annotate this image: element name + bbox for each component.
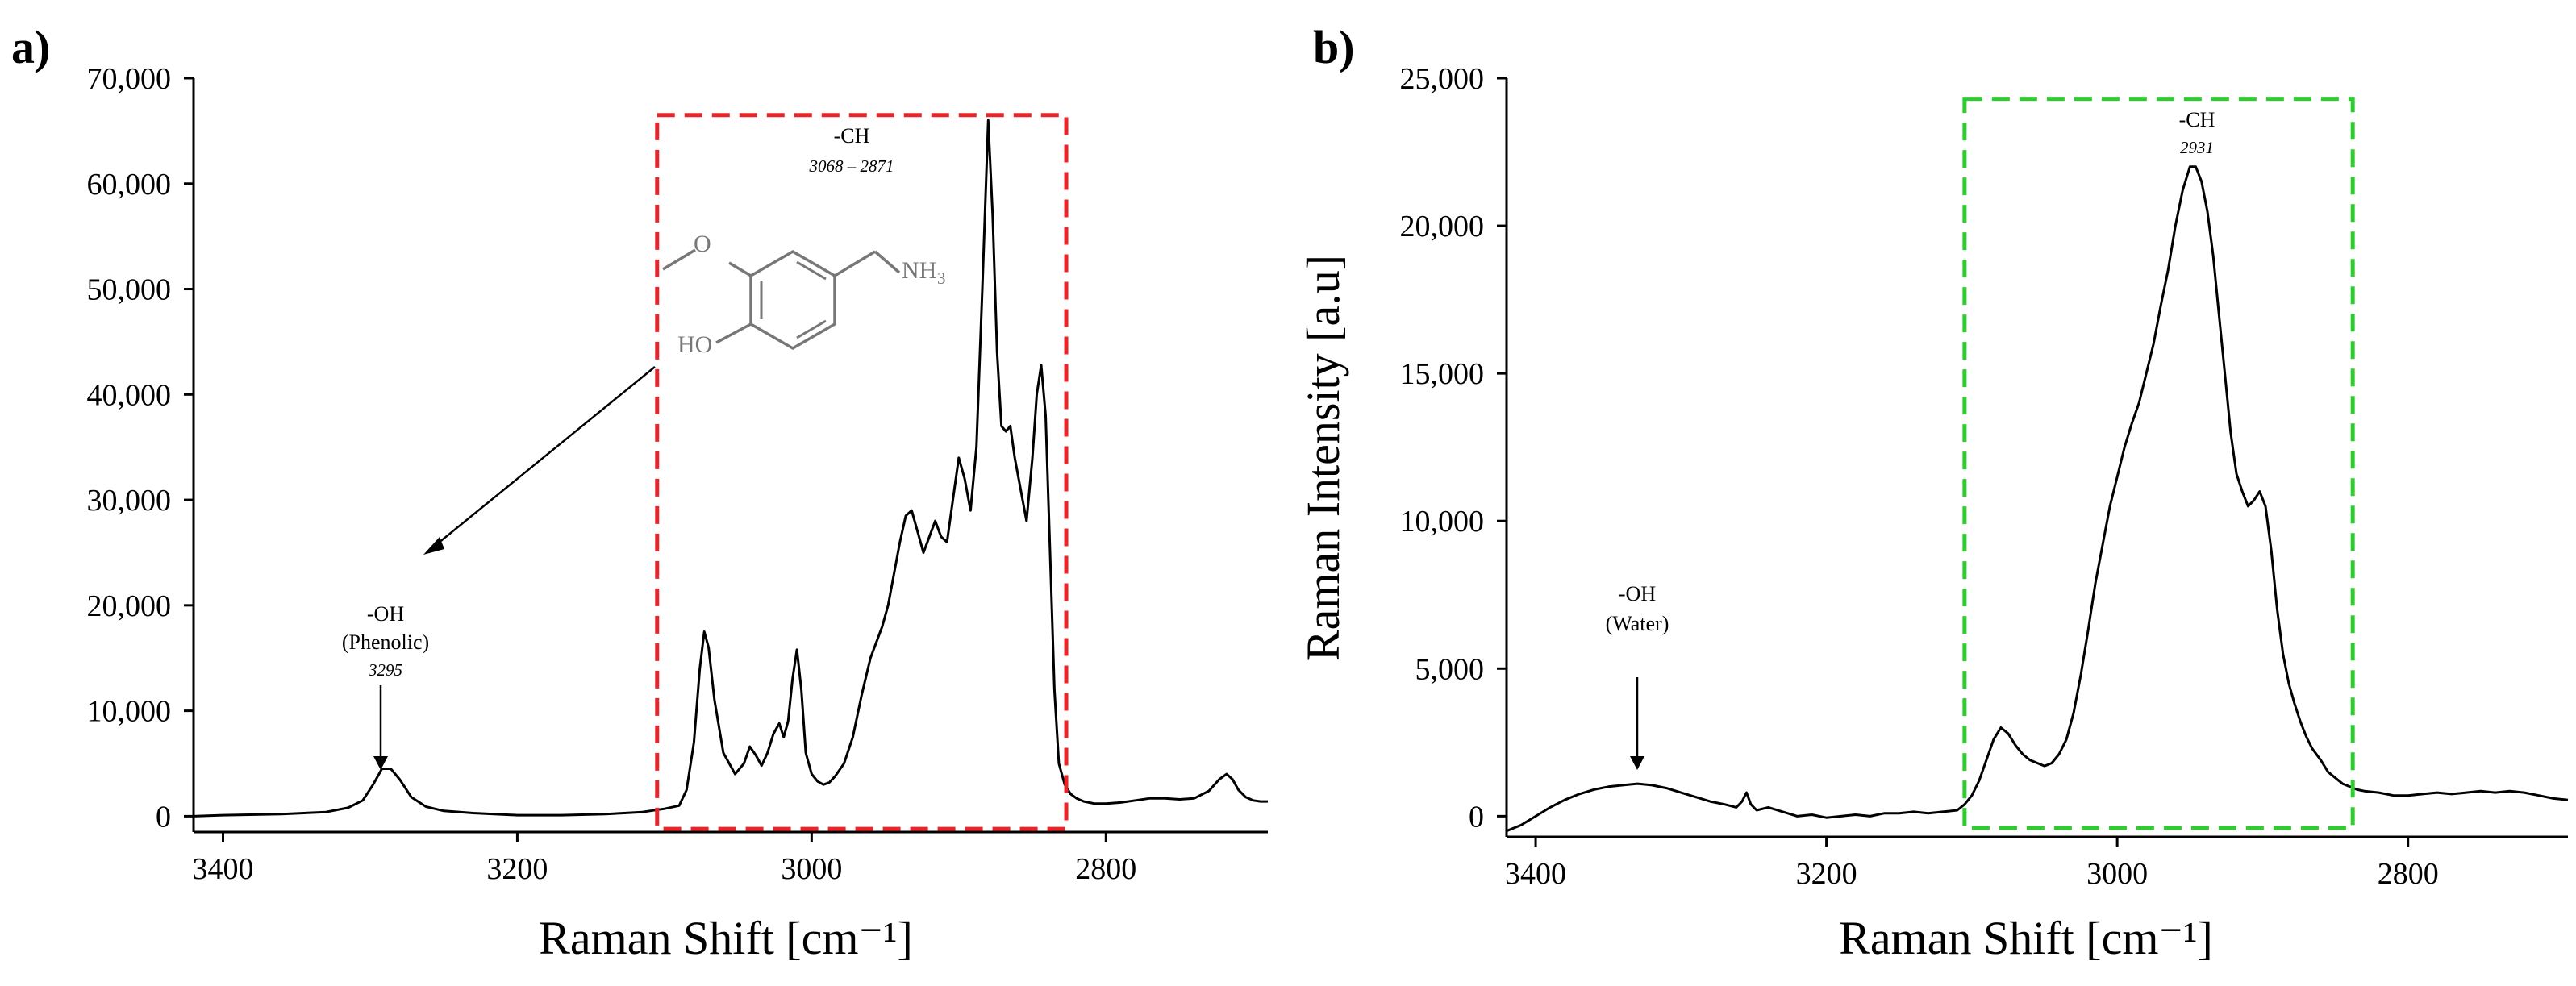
y-tick-label: 20,000 <box>1400 210 1485 243</box>
y-tick-label: 25,000 <box>1400 62 1485 96</box>
panel-a-molecule-o-label: O <box>694 231 711 257</box>
panel-a-oh-sublabel: (Phenolic) <box>342 630 429 654</box>
panel-b-series-line <box>1506 165 2569 833</box>
panel-a-y-ticks: 0 10,000 20,000 30,000 40,000 50,000 60,000 70,… <box>87 62 194 834</box>
panel-a-molecule-nh-label: NH <box>902 257 936 284</box>
panel-a-molecule-ho-label: HO <box>677 331 712 358</box>
panel-b-y-axis-title: Raman Intensity [a.u] <box>1297 255 1349 661</box>
panel-a-molecule-nh-subscript: 3 <box>937 268 946 288</box>
panel-b-x-axis-title: Raman Shift [cm⁻¹] <box>1839 912 2213 964</box>
panel-b-y-ticks: 0 5,000 10,000 15,000 20,000 25,000 <box>1400 62 1507 834</box>
y-tick-label: 5,000 <box>1415 652 1485 686</box>
x-tick-label: 2800 <box>1075 852 1136 886</box>
x-tick-label: 3400 <box>1505 857 1566 891</box>
panel-b-oh-arrowhead <box>1630 756 1644 770</box>
y-tick-label: 60,000 <box>87 168 172 202</box>
y-tick-label: 0 <box>156 800 171 834</box>
x-tick-label: 3200 <box>1796 857 1857 891</box>
panel-a-oh-label: -OH <box>367 602 404 626</box>
panel-a-highlight-box <box>655 113 1069 831</box>
panel-b-oh-sublabel: (Water) <box>1606 612 1669 635</box>
panel-b-highlight-box <box>1962 97 2355 830</box>
panel-b-oh-label: -OH <box>1619 582 1656 605</box>
panel-b-ch-value: 2931 <box>2180 138 2214 157</box>
y-tick-label: 30,000 <box>87 484 172 518</box>
panel-a-ho-arrowhead <box>423 537 444 555</box>
panel-a-molecule-structure: O NH 3 HO <box>662 231 946 358</box>
y-tick-label: 40,000 <box>87 378 172 412</box>
y-tick-label: 15,000 <box>1400 357 1485 391</box>
panel-a-ho-arrow <box>433 366 656 547</box>
x-tick-label: 3000 <box>2086 857 2148 891</box>
panel-a-x-axis-title: Raman Shift [cm⁻¹] <box>539 912 913 964</box>
panel-b-label: b) <box>1313 21 1355 73</box>
y-tick-label: 10,000 <box>87 695 172 729</box>
x-tick-label: 3200 <box>486 852 548 886</box>
panel-a-oh-arrowhead <box>373 756 388 770</box>
y-tick-label: 0 <box>1469 800 1484 834</box>
x-tick-label: 2800 <box>2378 857 2439 891</box>
panel-a-x-ticks: 3400 3200 3000 2800 <box>192 832 1136 886</box>
panel-a-oh-value: 3295 <box>368 660 402 680</box>
panel-a-ch-value: 3068 – 2871 <box>809 156 894 176</box>
y-tick-label: 70,000 <box>87 62 172 96</box>
panel-a-series-line <box>193 119 1268 818</box>
panel-a: a) 0 10,000 20,000 30,000 40,000 50,000 60,000… <box>11 21 1268 964</box>
panel-b: b) 0 5,000 10,000 15,000 20,000 25,000 3400 32… <box>1297 21 2569 964</box>
x-tick-label: 3000 <box>781 852 842 886</box>
panel-a-ch-label: -CH <box>834 124 870 148</box>
panel-b-x-ticks: 3400 3200 3000 2800 <box>1505 837 2439 891</box>
y-tick-label: 20,000 <box>87 589 172 623</box>
panel-b-ch-label: -CH <box>2179 108 2215 131</box>
y-tick-label: 10,000 <box>1400 505 1485 539</box>
x-tick-label: 3400 <box>192 852 253 886</box>
y-tick-label: 50,000 <box>87 273 172 307</box>
panel-a-label: a) <box>11 21 50 73</box>
